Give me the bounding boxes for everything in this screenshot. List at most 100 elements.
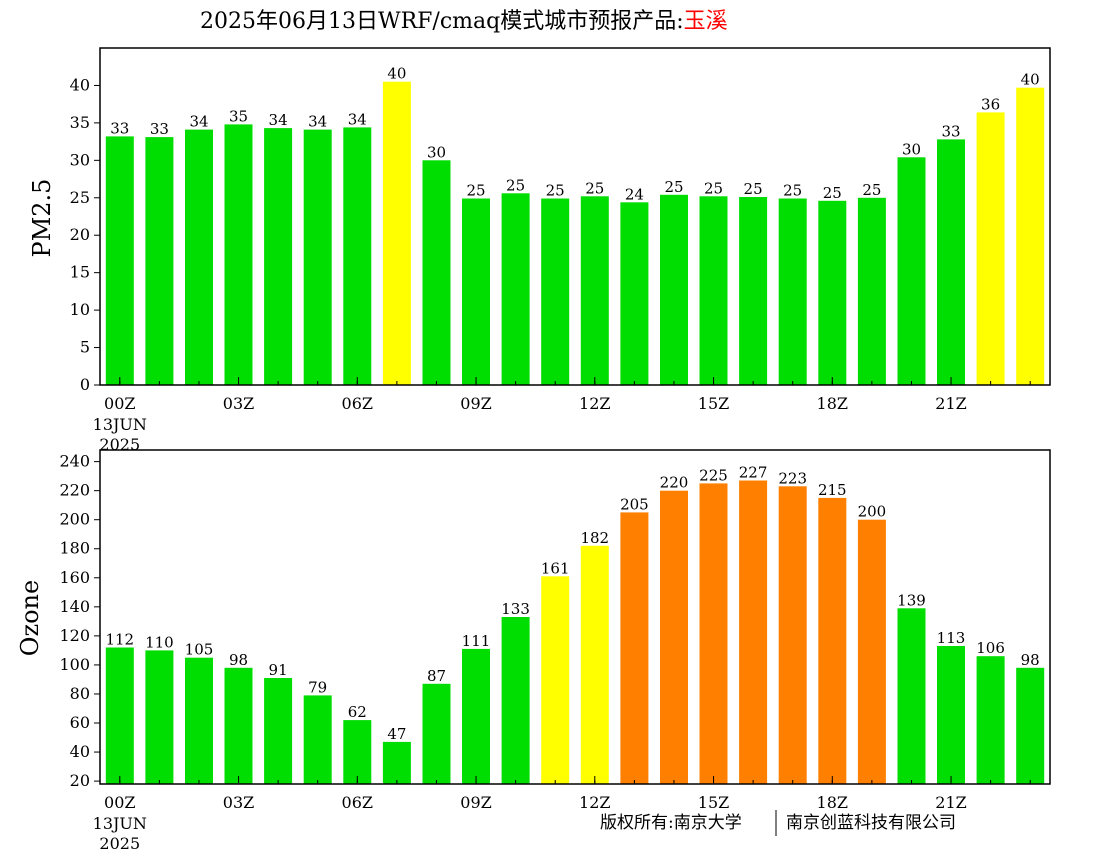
- y-tick-label: 200: [59, 510, 90, 529]
- bar-value-label: 133: [501, 600, 530, 618]
- y-tick-label: 220: [59, 481, 90, 500]
- bar-value-label: 225: [699, 466, 728, 484]
- bar: [857, 197, 886, 385]
- bar-value-label: 200: [858, 503, 887, 521]
- x-tick-label: 15Z: [698, 793, 729, 812]
- bar-value-label: 47: [387, 725, 406, 743]
- title-prefix: 2025年06月13日WRF/cmaq模式城市预报产品:: [200, 9, 684, 34]
- bar: [620, 512, 649, 784]
- bar-value-label: 87: [427, 667, 446, 685]
- bar-value-label: 227: [739, 464, 768, 482]
- bar: [501, 193, 530, 385]
- bar-value-label: 34: [348, 110, 367, 128]
- bar-value-label: 25: [823, 184, 842, 202]
- bar: [105, 647, 134, 784]
- bar-value-label: 40: [1021, 71, 1040, 89]
- bar: [897, 157, 926, 385]
- bar: [264, 128, 293, 385]
- y-tick-label: 20: [70, 771, 90, 790]
- bar-value-label: 24: [625, 185, 644, 203]
- bar-value-label: 40: [387, 65, 406, 83]
- y-tick-label: 240: [59, 452, 90, 471]
- bar-value-label: 25: [466, 182, 485, 200]
- bar: [343, 127, 372, 386]
- x-tick-label: 00Z: [104, 394, 135, 413]
- bar: [422, 683, 451, 784]
- bar: [699, 196, 728, 385]
- x-tick-label: 18Z: [817, 394, 848, 413]
- y-tick-label: 35: [70, 113, 90, 132]
- bar-value-label: 25: [664, 178, 683, 196]
- bar-value-label: 25: [506, 176, 525, 194]
- bar-value-label: 25: [783, 182, 802, 200]
- y-tick-label: 30: [70, 150, 90, 169]
- bar: [145, 650, 174, 784]
- bar: [303, 129, 332, 385]
- x-tick-label: 12Z: [579, 793, 610, 812]
- footer-copyright: 版权所有:南京大学: [600, 813, 742, 833]
- bar-value-label: 33: [941, 122, 960, 140]
- bar: [343, 720, 372, 784]
- bar: [422, 160, 451, 385]
- bar: [185, 657, 213, 784]
- y-axis-label: Ozone: [16, 580, 44, 656]
- y-tick-label: 60: [70, 713, 90, 732]
- bar-value-label: 110: [145, 633, 174, 651]
- bar: [1016, 87, 1045, 385]
- bar-value-label: 30: [427, 143, 446, 161]
- bar: [224, 667, 253, 784]
- bar-value-label: 106: [976, 639, 1005, 657]
- y-tick-label: 160: [59, 568, 90, 587]
- bar-value-label: 30: [902, 140, 921, 158]
- x-tick-label: 12Z: [579, 394, 610, 413]
- bar-value-label: 62: [348, 703, 367, 721]
- bar: [739, 480, 768, 784]
- bar-value-label: 112: [105, 631, 134, 649]
- bar: [937, 139, 965, 385]
- figure-title: 2025年06月13日WRF/cmaq模式城市预报产品:玉溪: [200, 9, 728, 34]
- bar-value-label: 105: [185, 641, 214, 659]
- bar: [501, 617, 530, 784]
- bar: [897, 608, 926, 784]
- x-tick-label: 21Z: [935, 394, 966, 413]
- x-tick-label: 06Z: [342, 394, 373, 413]
- y-tick-label: 80: [70, 684, 90, 703]
- bar: [105, 136, 134, 385]
- bar-value-label: 34: [269, 111, 288, 129]
- ozone-chart: 112 110 105 98 91 79 62 47 87 111 133 161 182 205 220 2…: [16, 449, 1051, 850]
- plot-frame: [99, 449, 1051, 785]
- bar-value-label: 79: [308, 678, 327, 696]
- bar-value-label: 113: [937, 629, 966, 647]
- bar-value-label: 139: [897, 591, 926, 609]
- y-tick-label: 180: [59, 539, 90, 558]
- y-tick-label: 15: [70, 263, 90, 282]
- bar: [541, 576, 570, 784]
- y-tick-label: 20: [70, 225, 90, 244]
- bar: [224, 124, 253, 386]
- bar-value-label: 223: [778, 469, 807, 487]
- x-tick-label: 09Z: [460, 394, 491, 413]
- bar: [580, 545, 609, 784]
- bar-value-label: 25: [862, 181, 881, 199]
- x-tick-label: 03Z: [223, 793, 254, 812]
- bar: [185, 129, 213, 385]
- footer-company: 南京创蓝科技有限公司: [786, 813, 956, 833]
- x-tick-label: 18Z: [817, 793, 848, 812]
- bar: [778, 486, 807, 784]
- bar: [1016, 667, 1045, 784]
- bar: [303, 695, 332, 784]
- bar: [937, 646, 965, 784]
- bar-value-label: 25: [704, 179, 723, 197]
- y-tick-label: 140: [59, 597, 90, 616]
- x-tick-label: 03Z: [223, 394, 254, 413]
- bar: [778, 198, 807, 385]
- y-tick-label: 0: [80, 375, 90, 394]
- bar: [382, 81, 411, 385]
- bar: [818, 497, 847, 784]
- bar-value-label: 25: [546, 182, 565, 200]
- bar: [976, 656, 1005, 784]
- bar: [699, 483, 728, 784]
- bar-value-label: 98: [229, 651, 248, 669]
- bar: [857, 519, 886, 784]
